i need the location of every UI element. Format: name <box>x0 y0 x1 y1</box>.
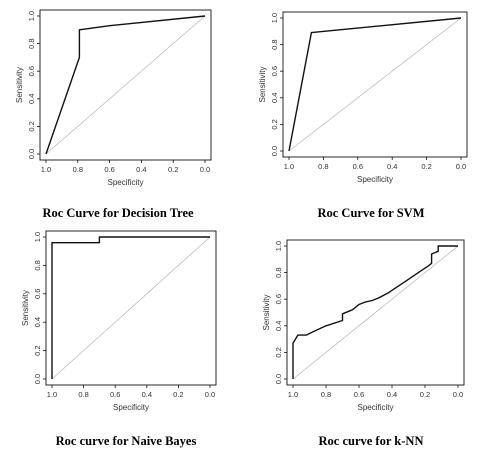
panel-1-x-tick-label: 0.6 <box>104 165 114 174</box>
panel-1-x-tick-label: 0.2 <box>168 165 178 174</box>
panel-4-y-tick-label: 0.8 <box>274 267 283 277</box>
panel-1-caption: Roc Curve for Decision Tree <box>42 206 194 220</box>
panel-4-x-tick-label: 0.6 <box>354 390 364 399</box>
panel-4-y-tick-label: 1.0 <box>274 241 283 251</box>
panel-1-roc-curve <box>45 15 206 155</box>
panel-2-x-axis-title: Specificity <box>357 175 393 184</box>
panel-3-roc-curve <box>51 236 210 379</box>
panel-3-y-tick-label: 1.0 <box>33 232 42 242</box>
panel-3-y-tick-label: 0.6 <box>33 289 42 299</box>
panel-3-x-tick-label: 0.4 <box>142 390 152 399</box>
panel-2-x-tick-label: 0.6 <box>353 162 363 171</box>
panel-4-roc-curve <box>292 245 458 379</box>
panel-3-x-tick-label: 0.6 <box>110 390 120 399</box>
panel-1-x-tick-label: 0.8 <box>73 165 83 174</box>
panel-2-y-tick-label: 1.0 <box>270 13 279 23</box>
panel-4-plot-frame <box>286 239 465 386</box>
panel-1-chance-diagonal <box>45 15 206 155</box>
panel-4-y-tick-label: 0.2 <box>274 347 283 357</box>
panel-1-y-tick-label: 0.2 <box>27 121 36 131</box>
panel-2-roc-curve <box>288 17 462 152</box>
panel-4-y-tick-label: 0.4 <box>274 321 283 331</box>
panel-1-x-tick-label: 0.0 <box>200 165 210 174</box>
panel-3-x-tick-label: 0.2 <box>173 390 183 399</box>
panel-4-x-tick-label: 0.8 <box>321 390 331 399</box>
panel-4-x-tick-label: 0.4 <box>387 390 397 399</box>
panel-4-y-tick-label: 0.6 <box>274 294 283 304</box>
panel-2-y-tick-label: 0.6 <box>270 66 279 76</box>
panel-4-y-axis-title: Sensitivity <box>262 294 271 330</box>
panel-1-x-tick-label: 0.4 <box>136 165 146 174</box>
panel-4-chance-diagonal <box>292 245 459 380</box>
panel-3-x-tick-label: 1.0 <box>47 390 57 399</box>
panel-3-chance-diagonal <box>51 236 211 380</box>
panel-3-x-tick-label: 0.0 <box>205 390 215 399</box>
panel-3-y-tick-label: 0.4 <box>33 317 42 327</box>
panel-1-y-tick-label: 0.4 <box>27 94 36 104</box>
panel-2-x-tick-label: 0.0 <box>456 162 466 171</box>
panel-1-y-tick-label: 0.0 <box>27 149 36 159</box>
panel-2-x-tick-label: 0.4 <box>387 162 397 171</box>
panel-1-y-tick-label: 0.6 <box>27 66 36 76</box>
panel-3-x-tick-label: 0.8 <box>78 390 88 399</box>
panel-2-chance-diagonal <box>288 17 462 152</box>
panel-1-x-axis-title: Specificity <box>107 178 143 187</box>
panel-3-y-tick-label: 0.0 <box>33 374 42 384</box>
panel-2-x-tick-label: 1.0 <box>284 162 294 171</box>
panel-3-x-axis-title: Specificity <box>113 403 149 412</box>
panel-2-y-tick-label: 0.2 <box>270 119 279 129</box>
panel-3-y-tick-label: 0.2 <box>33 345 42 355</box>
panel-4-caption: Roc curve for k-NN <box>319 434 424 448</box>
panel-2-x-tick-label: 0.8 <box>318 162 328 171</box>
panel-2-y-tick-label: 0.4 <box>270 93 279 103</box>
panel-4-x-tick-label: 1.0 <box>288 390 298 399</box>
panel-2-caption: Roc Curve for SVM <box>317 206 424 220</box>
panel-3-plot-frame <box>45 230 217 386</box>
panel-1-y-tick-label: 1.0 <box>27 11 36 21</box>
panel-4-x-axis-title: Specificity <box>357 403 393 412</box>
panel-2-y-axis-title: Sensitivity <box>258 66 267 102</box>
panel-1-y-tick-label: 0.8 <box>27 38 36 48</box>
panel-3-caption: Roc curve for Naive Bayes <box>56 434 197 448</box>
panel-4-y-tick-label: 0.0 <box>274 374 283 384</box>
panel-2-x-tick-label: 0.2 <box>421 162 431 171</box>
panel-3-y-axis-title: Sensitivity <box>21 290 30 326</box>
panel-4-x-tick-label: 0.0 <box>453 390 463 399</box>
panel-4-x-tick-label: 0.2 <box>420 390 430 399</box>
panel-1-plot-frame <box>39 9 212 161</box>
panel-1-x-tick-label: 1.0 <box>41 165 51 174</box>
panel-2-y-tick-label: 0.8 <box>270 39 279 49</box>
panel-3-y-tick-label: 0.8 <box>33 260 42 270</box>
panel-1-y-axis-title: Sensitivity <box>15 67 24 103</box>
panel-2-y-tick-label: 0.0 <box>270 146 279 156</box>
panel-2-plot-frame <box>282 11 468 158</box>
